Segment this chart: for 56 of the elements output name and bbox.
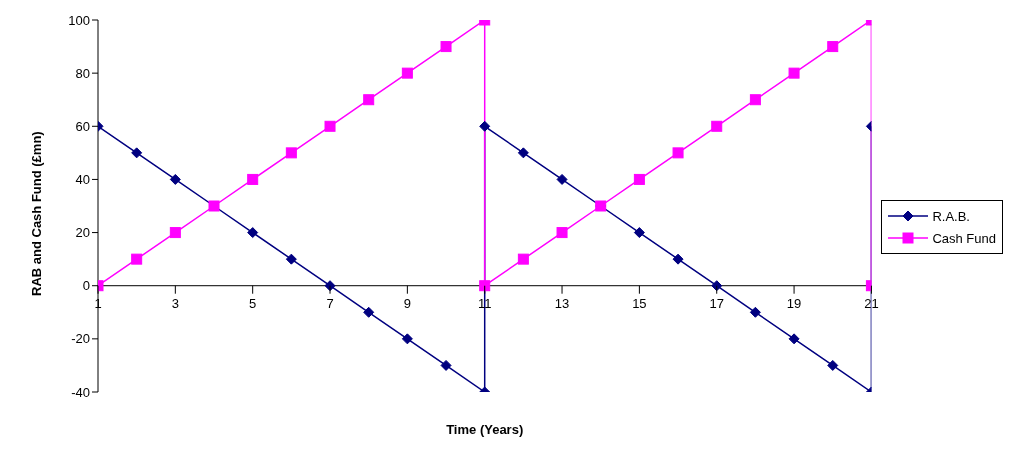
point	[169, 227, 181, 239]
point	[711, 280, 723, 292]
y-tick-label: -40	[71, 384, 90, 400]
point	[131, 253, 143, 265]
point	[672, 147, 684, 159]
y-tick-label: 40	[75, 172, 90, 188]
y-tick-label: 100	[68, 12, 90, 28]
point	[749, 306, 761, 318]
point	[247, 173, 259, 185]
point	[440, 359, 452, 371]
point	[401, 333, 413, 345]
legend-label: R.A.B.	[932, 208, 970, 224]
x-tick-label: 9	[403, 295, 411, 311]
point	[169, 173, 181, 185]
y-tick-label: 0	[82, 278, 90, 294]
point	[401, 67, 413, 79]
point	[788, 333, 800, 345]
point	[517, 147, 529, 159]
x-tick-label: 19	[786, 295, 802, 311]
point	[672, 253, 684, 265]
x-tick-label: 7	[326, 295, 334, 311]
point	[479, 280, 491, 292]
point	[556, 173, 568, 185]
y-tick-label: 60	[75, 118, 90, 134]
point	[479, 120, 491, 132]
point	[749, 94, 761, 106]
y-tick-label: -20	[71, 331, 90, 347]
x-axis-title: Time (Years)	[446, 422, 524, 437]
point	[363, 94, 375, 106]
y-tick-label: 20	[75, 225, 90, 241]
point	[827, 41, 839, 53]
x-tick-label: 1	[94, 295, 102, 311]
point	[324, 280, 336, 292]
point	[633, 227, 645, 239]
point	[633, 173, 645, 185]
point	[324, 120, 336, 132]
point	[827, 359, 839, 371]
x-tick-label: 5	[249, 295, 257, 311]
point	[285, 253, 297, 265]
point	[247, 227, 259, 239]
point	[556, 227, 568, 239]
point	[440, 41, 452, 53]
point	[285, 147, 297, 159]
point	[788, 67, 800, 79]
legend-label: Cash Fund	[932, 230, 996, 246]
x-tick-label: 15	[632, 295, 647, 311]
x-tick-label: 17	[709, 295, 724, 311]
x-tick-label: 3	[171, 295, 179, 311]
point	[517, 253, 529, 265]
x-tick-label: 21	[864, 295, 879, 311]
y-axis-title: RAB and Cash Fund (£mn)	[28, 131, 44, 296]
y-tick-label: 80	[75, 65, 90, 81]
x-tick-label: 13	[554, 295, 570, 311]
point	[131, 147, 143, 159]
point	[363, 306, 375, 318]
point	[711, 120, 723, 132]
